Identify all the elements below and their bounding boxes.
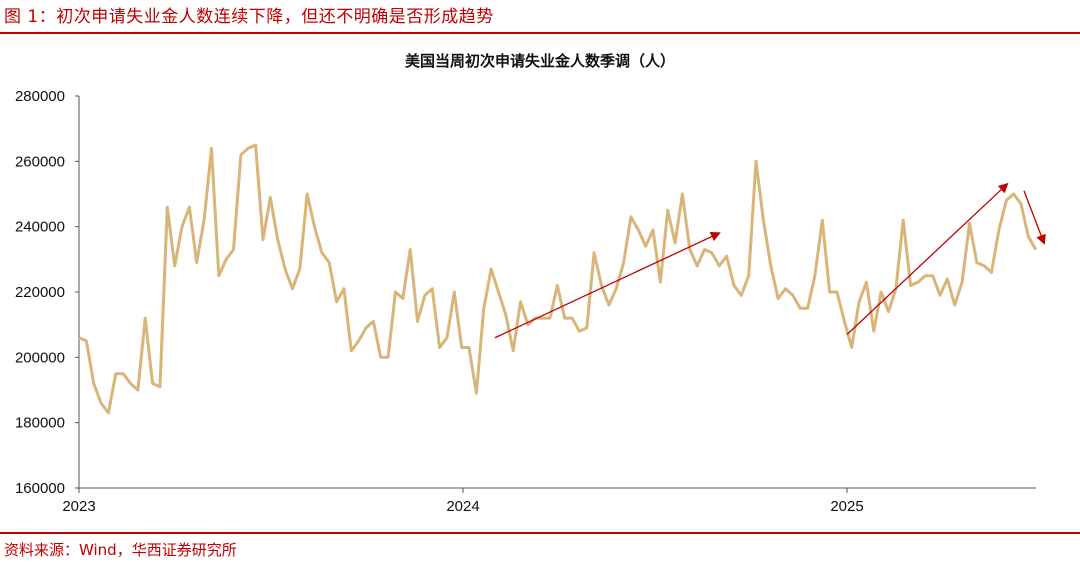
y-tick-label: 260000 — [15, 153, 65, 170]
chart-title: 美国当周初次申请失业金人数季调（人） — [404, 52, 675, 70]
trend-arrow — [846, 182, 1009, 335]
trend-arrows — [494, 182, 1046, 339]
y-tick-label: 280000 — [15, 88, 65, 105]
y-tick-label: 220000 — [15, 284, 65, 301]
source-note: 资料来源：Wind，华西证券研究所 — [4, 541, 237, 559]
bottom-divider — [0, 532, 1080, 534]
y-tick-label: 240000 — [15, 219, 65, 236]
x-tick-label: 2024 — [446, 498, 479, 515]
x-tick-label: 2023 — [62, 498, 95, 515]
top-divider — [0, 32, 1080, 34]
x-tick-label: 2025 — [830, 498, 863, 515]
y-tick-label: 160000 — [15, 480, 65, 497]
figure-title: 图 1：初次申请失业金人数连续下降，但还不明确是否形成趋势 — [4, 7, 494, 27]
x-axis: 2023 2024 2025 — [62, 487, 1036, 515]
y-axis: 160000 180000 200000 220000 240000 260000 2800… — [15, 88, 80, 497]
y-tick-label: 180000 — [15, 415, 65, 432]
trend-arrow — [494, 232, 721, 339]
series-line-initial-claims — [78, 143, 1038, 415]
y-tick-label: 200000 — [15, 349, 65, 366]
trend-arrow — [1023, 190, 1046, 245]
